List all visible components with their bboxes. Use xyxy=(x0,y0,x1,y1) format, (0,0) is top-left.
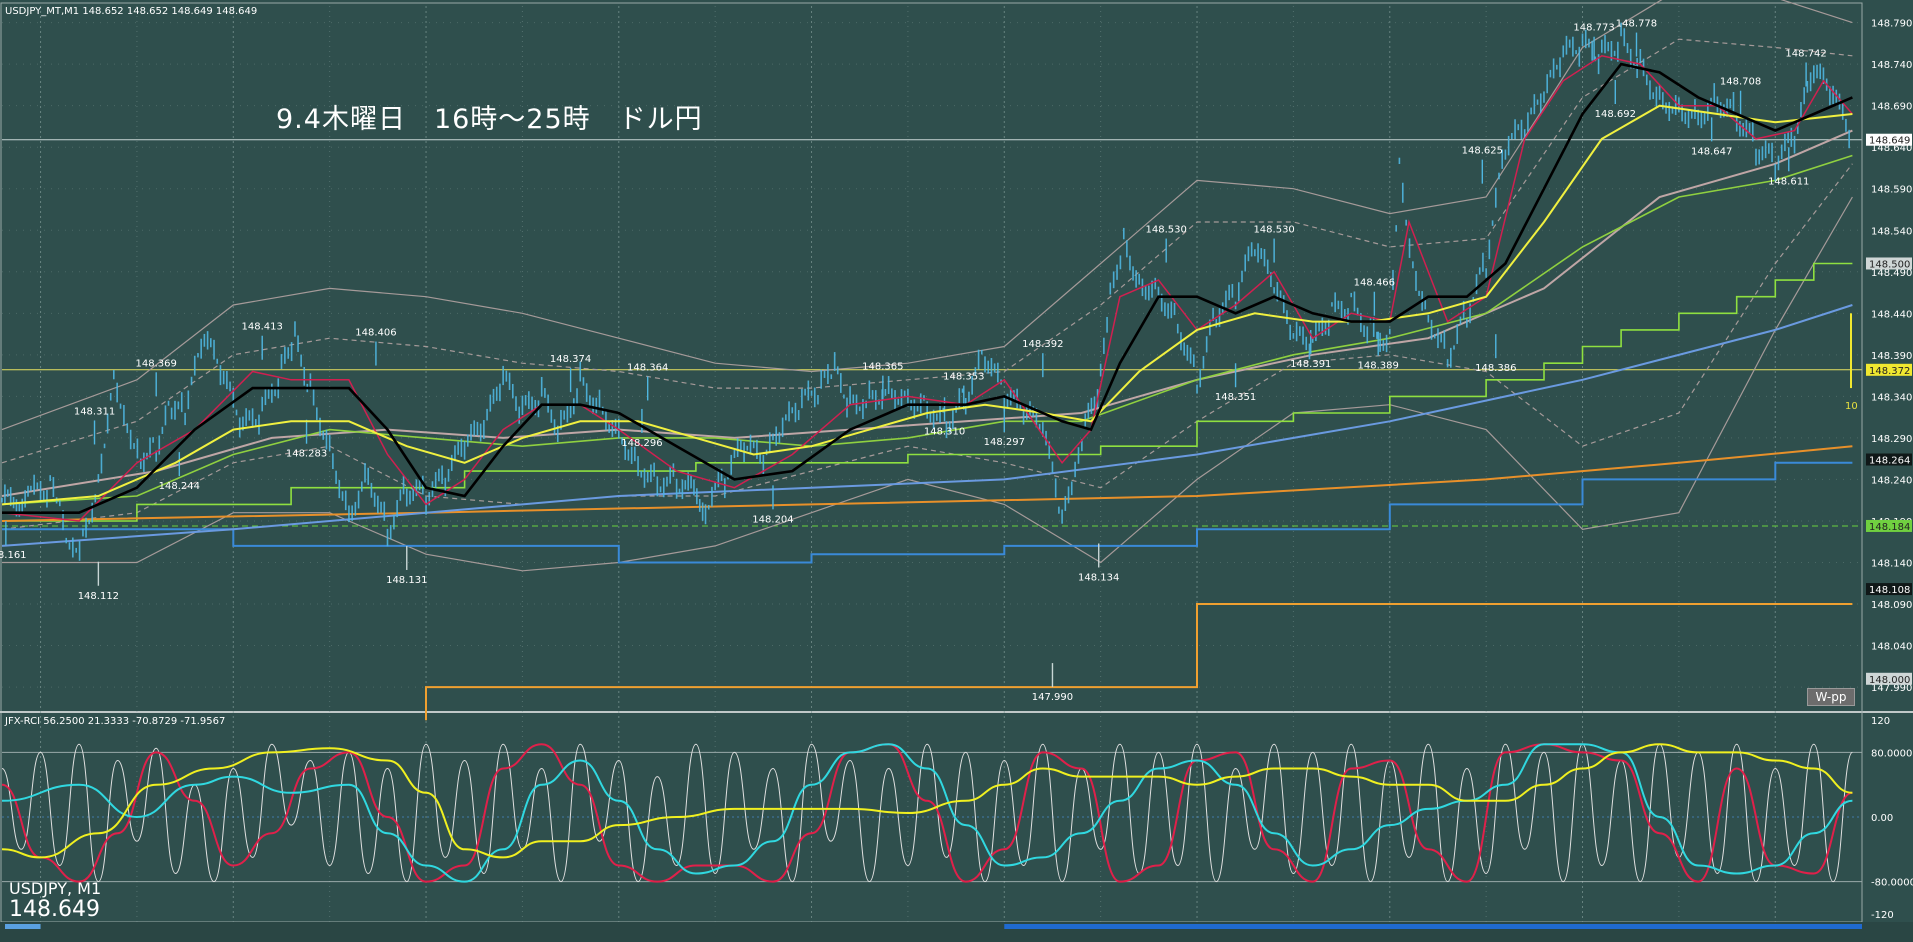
price-tag xyxy=(1866,453,1912,466)
ma-yellow xyxy=(1,104,1853,506)
ma-red xyxy=(1,55,1853,522)
price-tag-label: 148.649 xyxy=(1869,136,1910,147)
price-tick-label: 148.390 xyxy=(1871,351,1912,362)
rci-tick-label: 0.00 xyxy=(1871,813,1893,824)
price-tick-label: 148.040 xyxy=(1871,642,1912,653)
extreme-label: 148.413 xyxy=(242,322,283,333)
extreme-label: 148.161 xyxy=(0,550,27,561)
extreme-label: 148.647 xyxy=(1691,146,1732,157)
extreme-label: 148.530 xyxy=(1146,225,1187,236)
rci-series-line xyxy=(1,743,1853,883)
extreme-label: 148.283 xyxy=(286,449,327,460)
extreme-label: 148.692 xyxy=(1595,109,1636,120)
price-tick-label: 148.540 xyxy=(1871,226,1912,237)
extreme-label: 148.244 xyxy=(159,481,200,492)
extreme-label: 148.365 xyxy=(862,362,903,373)
price-tag-label: 148.264 xyxy=(1869,456,1910,467)
price-tag xyxy=(1866,257,1912,270)
price-tag xyxy=(1866,133,1912,146)
price-tick-label: 148.240 xyxy=(1871,475,1912,486)
extreme-label: 148.389 xyxy=(1358,361,1399,372)
price-tag-label: 148.000 xyxy=(1869,675,1910,686)
bollinger-band-lower-inner xyxy=(1,163,1853,530)
price-tick-label: 147.990 xyxy=(1871,683,1912,694)
price-tick-label: 148.690 xyxy=(1871,102,1912,113)
price-tick-label: 148.490 xyxy=(1871,268,1912,279)
extreme-label: 148.625 xyxy=(1462,146,1503,157)
price-tick-label: 148.740 xyxy=(1871,60,1912,71)
extreme-label: 148.466 xyxy=(1354,278,1395,289)
price-tick-label: 148.340 xyxy=(1871,392,1912,403)
step-line-blue xyxy=(2,461,1853,564)
bollinger-band-upper-inner xyxy=(1,38,1853,464)
rci-tick-label: 120 xyxy=(1871,716,1890,727)
session-highlight xyxy=(1004,924,1862,929)
rci-tick-label: -120 xyxy=(1871,910,1894,921)
extreme-label: 148.611 xyxy=(1768,176,1809,187)
rci-header: JFX-RCI 56.2500 21.3333 -70.8729 -71.956… xyxy=(5,716,226,727)
bollinger-band-upper-outer xyxy=(1,0,1853,431)
price-tick-label: 148.090 xyxy=(1871,600,1912,611)
extreme-label: 148.353 xyxy=(943,372,984,383)
rci-series-line xyxy=(1,743,1853,883)
price-candles xyxy=(1,22,1850,688)
price-tag xyxy=(1866,672,1912,685)
extreme-label: 148.204 xyxy=(752,514,793,525)
price-tag-label: 148.372 xyxy=(1869,366,1910,377)
extreme-label: 148.708 xyxy=(1720,77,1761,88)
price-tick-label: 148.440 xyxy=(1871,309,1912,320)
extreme-label: 148.310 xyxy=(924,426,965,437)
extreme-label: 148.297 xyxy=(984,437,1025,448)
chart-header: USDJPY_MT,M1 148.652 148.652 148.649 148… xyxy=(5,6,258,17)
extreme-label: 148.369 xyxy=(136,358,177,369)
price-tick-label: 148.640 xyxy=(1871,143,1912,154)
price-tag-label: 148.500 xyxy=(1869,259,1910,270)
extreme-label: 148.296 xyxy=(621,438,662,449)
step-line-orange xyxy=(425,603,1853,721)
rci-tick-label: -80.0000 xyxy=(1871,878,1913,889)
bar-count-label: 10 xyxy=(1845,401,1858,412)
chart-annotation: 9.4木曜日 16時～25時 ドル円 xyxy=(276,104,703,135)
rci-tick-label: 80.0000 xyxy=(1871,748,1912,759)
extreme-label: 148.742 xyxy=(1785,48,1826,59)
extreme-label: 148.134 xyxy=(1078,572,1119,583)
price-tag-label: 148.184 xyxy=(1869,522,1910,533)
price-tag xyxy=(1866,583,1912,596)
extreme-label: 148.112 xyxy=(78,591,119,602)
wpp-button[interactable]: W-pp xyxy=(1807,688,1855,706)
price-tick-label: 148.290 xyxy=(1871,434,1912,445)
extreme-label: 148.311 xyxy=(74,406,115,417)
symbol-label: USDJPY, M1 xyxy=(9,879,102,898)
ma-gray xyxy=(1,129,1853,497)
ma-green xyxy=(1,154,1853,506)
extreme-label: 148.392 xyxy=(1022,339,1063,350)
extreme-label: 148.778 xyxy=(1616,19,1657,30)
scroll-position-indicator xyxy=(5,924,41,929)
price-tick-label: 148.590 xyxy=(1871,185,1912,196)
price-tag xyxy=(1866,519,1912,532)
extreme-label: 148.406 xyxy=(355,328,396,339)
step-line-green xyxy=(2,262,1853,522)
extreme-label: 148.530 xyxy=(1253,225,1294,236)
extreme-label: 148.364 xyxy=(627,362,668,373)
ma-blue xyxy=(1,304,1853,547)
extreme-label: 148.391 xyxy=(1290,359,1331,370)
price-tick-label: 148.790 xyxy=(1871,19,1912,30)
price-tick-label: 148.140 xyxy=(1871,558,1912,569)
extreme-label: 147.990 xyxy=(1032,692,1073,703)
last-price-label: 148.649 xyxy=(9,897,100,922)
rci-series-line xyxy=(1,743,1853,859)
extreme-label: 148.351 xyxy=(1215,392,1256,403)
price-tag-label: 148.108 xyxy=(1869,585,1910,596)
extreme-label: 148.374 xyxy=(550,354,591,365)
extreme-label: 148.773 xyxy=(1573,23,1614,34)
extreme-label: 148.131 xyxy=(386,575,427,586)
price-tag xyxy=(1866,363,1912,376)
ma-black xyxy=(2,62,1853,514)
extreme-label: 148.386 xyxy=(1475,363,1516,374)
